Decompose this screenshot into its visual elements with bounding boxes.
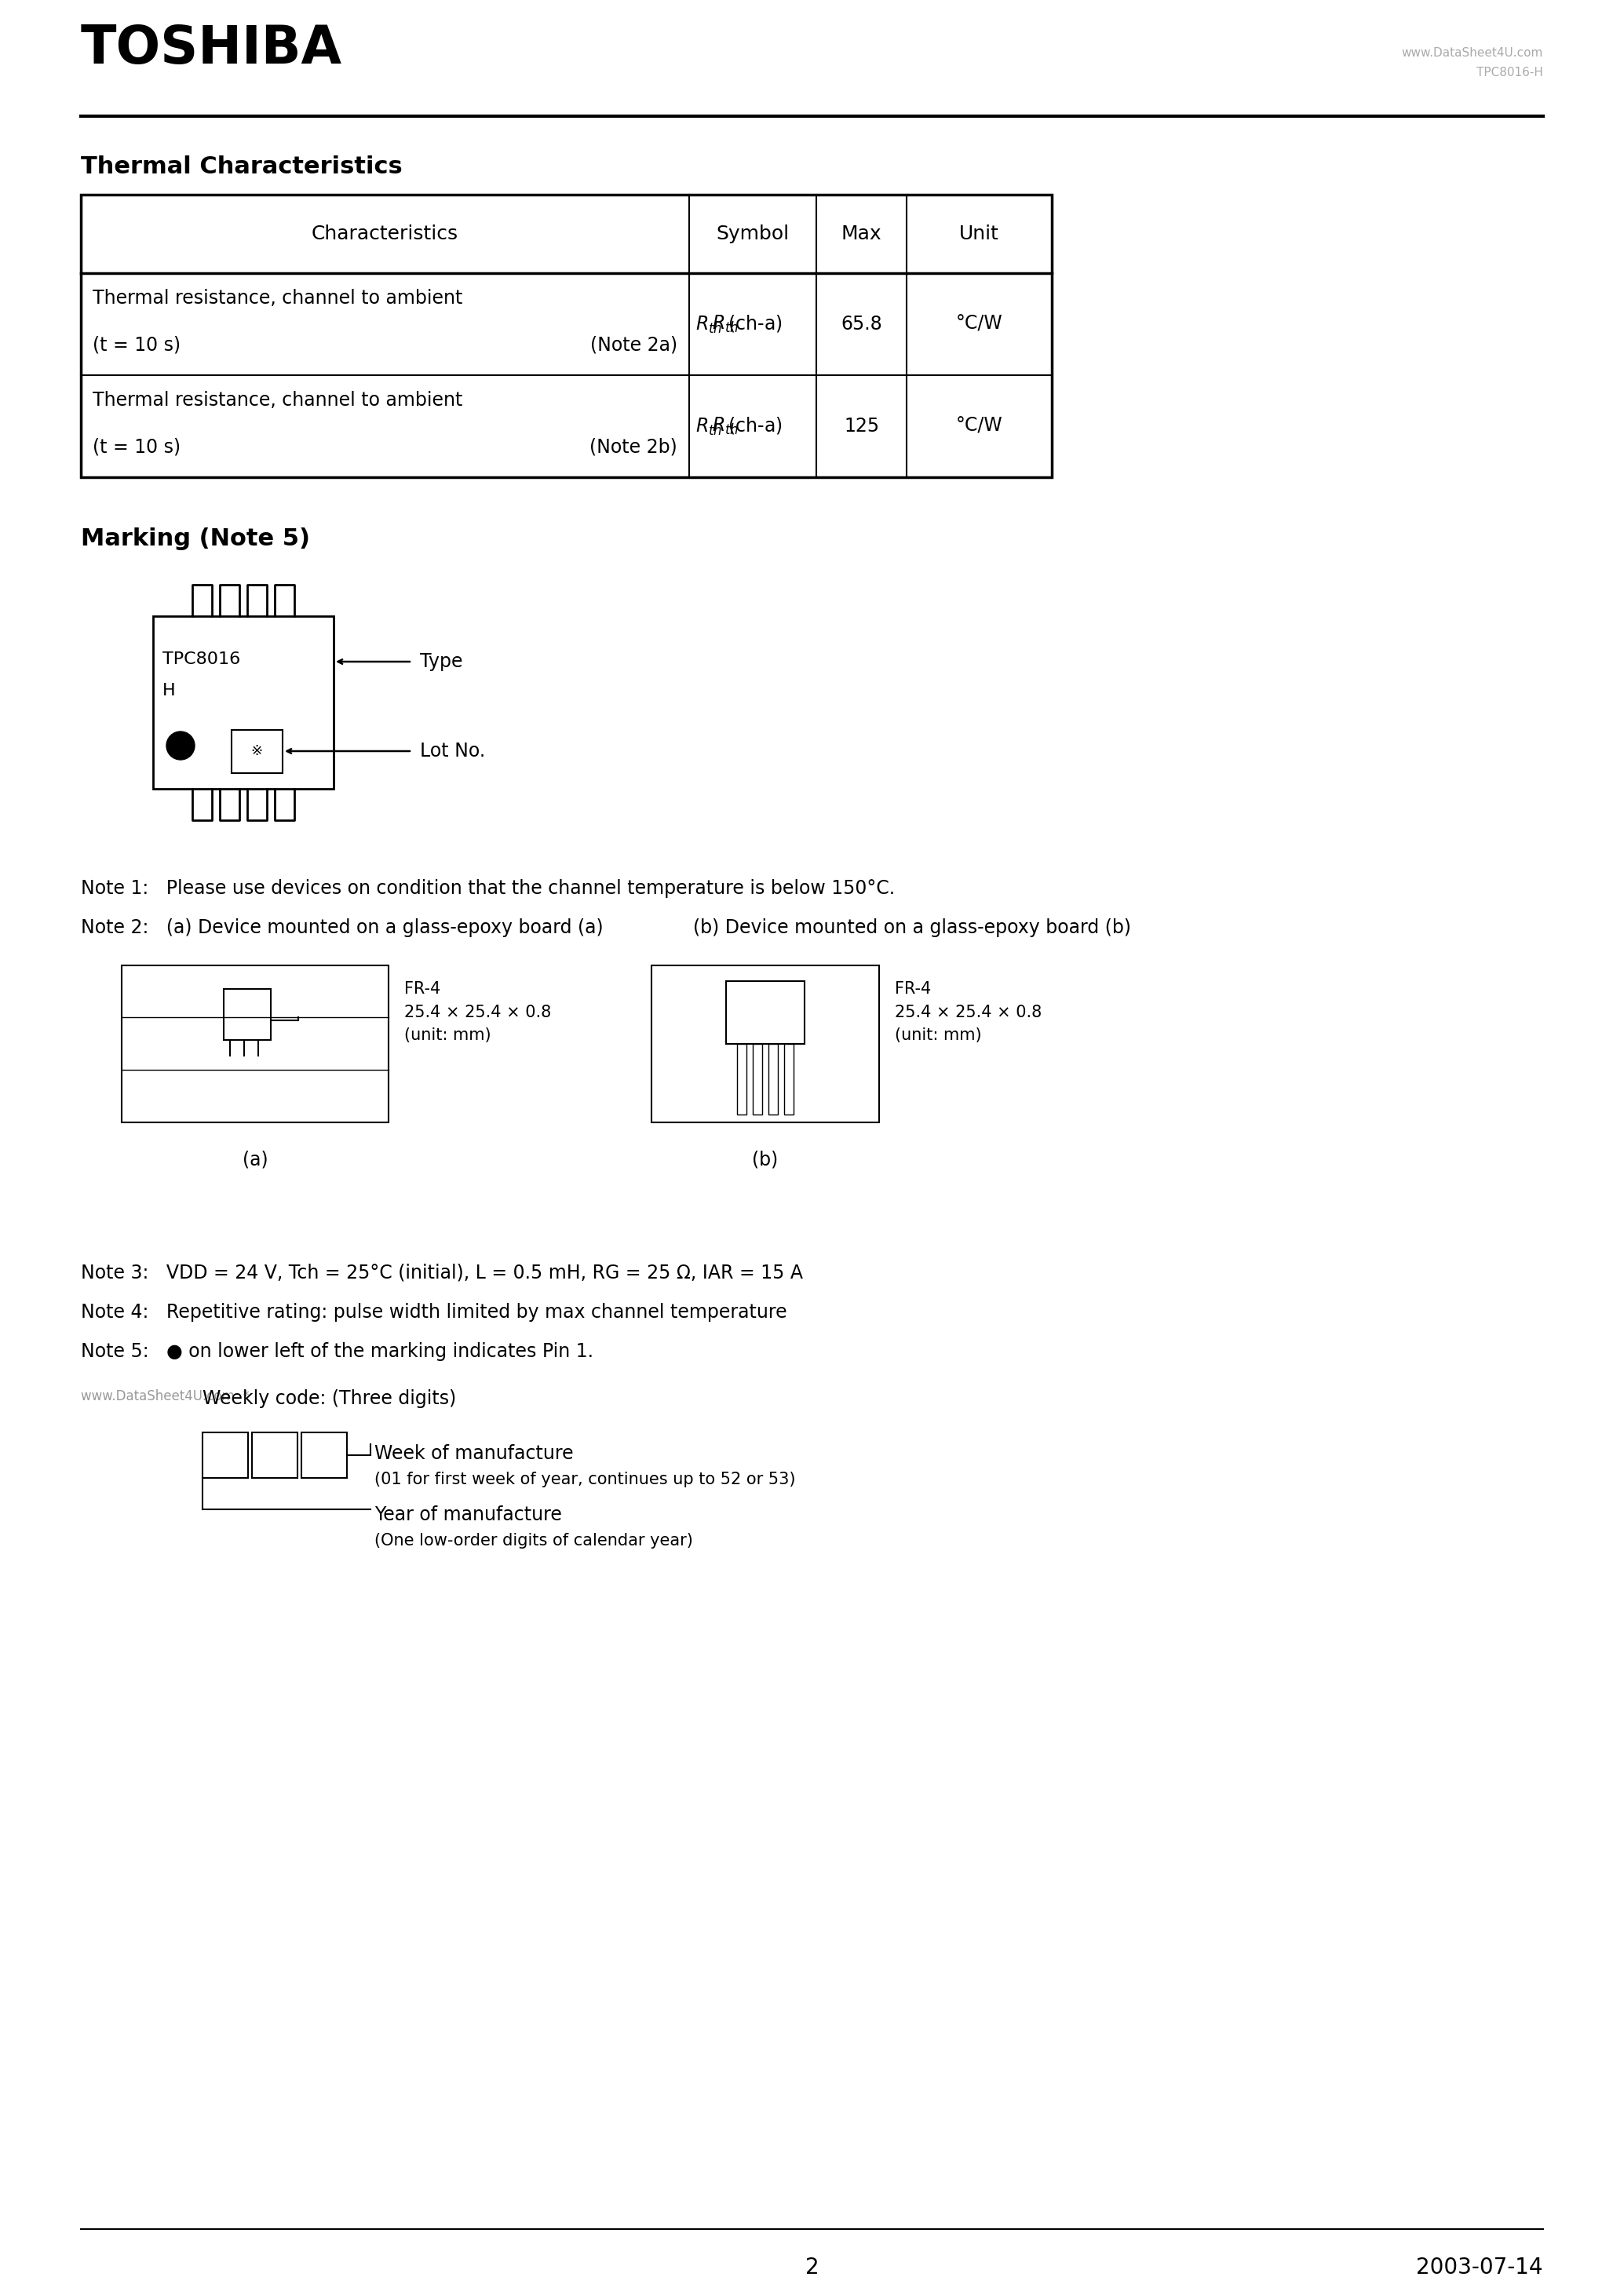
Text: Max: Max bbox=[841, 225, 882, 243]
Text: Year of manufacture: Year of manufacture bbox=[375, 1506, 562, 1524]
Text: (One low-order digits of calendar year): (One low-order digits of calendar year) bbox=[375, 1533, 693, 1549]
Text: °C/W: °C/W bbox=[957, 418, 1002, 436]
Bar bbox=[754, 1044, 762, 1115]
Text: Thermal resistance, channel to ambient: Thermal resistance, channel to ambient bbox=[93, 390, 463, 411]
Text: Note 1:   Please use devices on condition that the channel temperature is below : Note 1: Please use devices on condition … bbox=[81, 879, 895, 897]
Text: TPC8016: TPC8016 bbox=[162, 652, 240, 668]
Text: 2: 2 bbox=[806, 2256, 818, 2279]
Bar bbox=[737, 1044, 747, 1115]
Text: Unit: Unit bbox=[960, 225, 999, 243]
Text: Lot No.: Lot No. bbox=[421, 741, 486, 760]
Text: $R_{th}$: $R_{th}$ bbox=[711, 314, 739, 335]
Bar bbox=[232, 730, 283, 773]
Text: (b): (b) bbox=[752, 1150, 778, 1168]
Text: TPC8016-H: TPC8016-H bbox=[1476, 67, 1543, 78]
Text: ※: ※ bbox=[250, 744, 263, 757]
Text: FR-4
25.4 × 25.4 × 0.8
(unit: mm): FR-4 25.4 × 25.4 × 0.8 (unit: mm) bbox=[895, 980, 1041, 1044]
Text: H: H bbox=[162, 684, 175, 698]
Text: www.DataSheet4U.com: www.DataSheet4U.com bbox=[1402, 48, 1543, 60]
Text: Marking (Note 5): Marking (Note 5) bbox=[81, 528, 310, 551]
Text: Note 5:   ● on lower left of the marking indicates Pin 1.: Note 5: ● on lower left of the marking i… bbox=[81, 1343, 593, 1361]
Bar bbox=[153, 615, 333, 789]
Text: $R_{th}$ (ch-a): $R_{th}$ (ch-a) bbox=[695, 415, 783, 436]
Text: (t = 10 s): (t = 10 s) bbox=[93, 438, 180, 457]
Text: °C/W: °C/W bbox=[957, 314, 1002, 333]
Text: 125: 125 bbox=[844, 418, 879, 436]
Text: Week of manufacture: Week of manufacture bbox=[375, 1444, 573, 1462]
Text: (Note 2b): (Note 2b) bbox=[590, 438, 677, 457]
Text: www.DataSheet4U.com  *: www.DataSheet4U.com * bbox=[81, 1388, 250, 1402]
Text: Thermal resistance, channel to ambient: Thermal resistance, channel to ambient bbox=[93, 289, 463, 308]
Circle shape bbox=[166, 732, 195, 760]
Text: Characteristics: Characteristics bbox=[312, 225, 458, 243]
Bar bbox=[302, 1432, 348, 1478]
Text: FR-4
25.4 × 25.4 × 0.8
(unit: mm): FR-4 25.4 × 25.4 × 0.8 (unit: mm) bbox=[404, 980, 551, 1044]
Bar bbox=[224, 989, 271, 1040]
Text: TOSHIBA: TOSHIBA bbox=[81, 23, 343, 73]
Text: Note 4:   Repetitive rating: pulse width limited by max channel temperature: Note 4: Repetitive rating: pulse width l… bbox=[81, 1304, 788, 1322]
Text: (b) Device mounted on a glass-epoxy board (b): (b) Device mounted on a glass-epoxy boar… bbox=[693, 918, 1130, 936]
Bar bbox=[81, 195, 1052, 477]
Bar bbox=[726, 980, 804, 1044]
Text: 2003-07-14: 2003-07-14 bbox=[1416, 2256, 1543, 2279]
Text: 65.8: 65.8 bbox=[841, 314, 882, 333]
Text: (a): (a) bbox=[242, 1150, 268, 1168]
Bar bbox=[784, 1044, 794, 1115]
Text: (01 for first week of year, continues up to 52 or 53): (01 for first week of year, continues up… bbox=[375, 1471, 796, 1487]
Text: Symbol: Symbol bbox=[716, 225, 789, 243]
Bar bbox=[768, 1044, 778, 1115]
Text: Thermal Characteristics: Thermal Characteristics bbox=[81, 156, 403, 179]
Bar bbox=[651, 966, 879, 1122]
Bar bbox=[122, 966, 388, 1122]
Text: Note 2:   (a) Device mounted on a glass-epoxy board (a): Note 2: (a) Device mounted on a glass-ep… bbox=[81, 918, 603, 936]
Text: Note 3:   VDD = 24 V, Tch = 25°C (initial), L = 0.5 mH, RG = 25 Ω, IAR = 15 A: Note 3: VDD = 24 V, Tch = 25°C (initial)… bbox=[81, 1265, 802, 1283]
Bar bbox=[203, 1432, 248, 1478]
Text: $R_{th}$: $R_{th}$ bbox=[711, 415, 739, 436]
Text: Weekly code: (Three digits): Weekly code: (Three digits) bbox=[203, 1388, 456, 1409]
Text: Type: Type bbox=[421, 652, 463, 670]
Bar bbox=[252, 1432, 297, 1478]
Text: $R_{th}$ (ch-a): $R_{th}$ (ch-a) bbox=[695, 314, 783, 335]
Text: (Note 2a): (Note 2a) bbox=[590, 335, 677, 356]
Text: (t = 10 s): (t = 10 s) bbox=[93, 335, 180, 356]
